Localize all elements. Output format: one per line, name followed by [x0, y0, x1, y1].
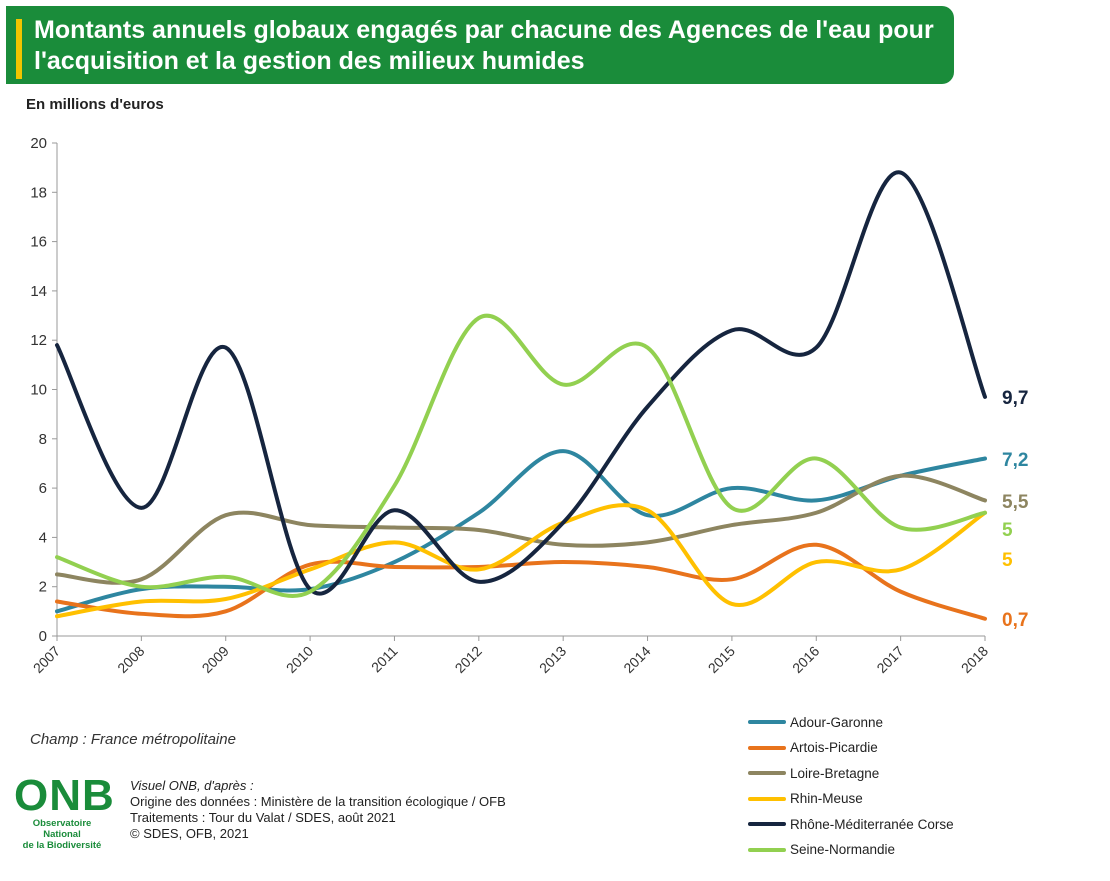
- legend-swatch: [748, 771, 786, 775]
- footer-panel: [0, 766, 592, 866]
- y-tick-label: 20: [30, 135, 47, 152]
- logo-sub-line2: de la Biodiversité: [22, 840, 102, 851]
- scope-note: Champ : France métropolitaine: [30, 731, 236, 748]
- title-accent-bar: [16, 19, 22, 79]
- end-value-label: 9,7: [1002, 388, 1028, 409]
- series-line-3: [55, 503, 987, 619]
- unit-label: En millions d'euros: [26, 96, 164, 113]
- legend-swatch: [748, 745, 786, 750]
- legend-swatch: [748, 720, 786, 724]
- x-tick-label: 2017: [873, 643, 906, 676]
- legend-item: Loire-Bretagne: [748, 763, 879, 783]
- x-tick-label: 2016: [789, 643, 822, 676]
- legend-label: Seine-Normandie: [790, 842, 896, 857]
- y-tick-label: 6: [39, 480, 47, 497]
- y-tick-label: 2: [39, 579, 47, 596]
- end-value-label: 5: [1002, 520, 1013, 541]
- chart-title: Montants annuels globaux engagés par cha…: [34, 16, 934, 75]
- legend-item: Rhône-Méditerranée Corse: [748, 814, 954, 834]
- legend-label: Rhin-Meuse: [790, 791, 863, 806]
- y-tick-label: 12: [30, 332, 47, 349]
- source-line-1: Visuel ONB, d'après :: [130, 778, 254, 793]
- legend-label: Adour-Garonne: [790, 714, 884, 730]
- legend-swatch: [748, 796, 786, 801]
- line-chart: 0 2 4 6 8 10 12 14 16 18 20 2007 2008 2009 2010 2011 201…: [30, 135, 1029, 676]
- y-tick-label: 16: [30, 234, 47, 251]
- x-tick-label: 2015: [705, 643, 738, 676]
- legend-item: Rhin-Meuse: [748, 789, 863, 809]
- x-tick-label: 2009: [199, 643, 232, 676]
- legend-swatch: [748, 847, 786, 852]
- x-tick-label: 2007: [30, 643, 63, 676]
- legend-item: Artois-Picardie: [748, 738, 878, 758]
- x-tick-label: 2011: [368, 643, 401, 676]
- series-line-5: [55, 313, 987, 598]
- series-line-4: [55, 170, 987, 596]
- legend-item: Adour-Garonne: [748, 712, 883, 732]
- x-tick-label: 2013: [536, 643, 569, 676]
- title-banner: Montants annuels globaux engagés par cha…: [6, 6, 954, 84]
- y-tick-label: 18: [30, 184, 47, 201]
- x-tick-label: 2018: [958, 643, 991, 676]
- end-value-label: 5: [1002, 550, 1013, 571]
- legend: Adour-Garonne Artois-Picardie Loire-Bretag…: [740, 708, 984, 860]
- source-line-2: Origine des données : Ministère de la tr…: [130, 794, 506, 809]
- y-tick-label: 8: [39, 431, 47, 448]
- logo-main-text: ONB: [14, 771, 115, 820]
- y-tick-label: 14: [30, 283, 47, 300]
- onb-logo: ONB Observatoire National de la Biodiver…: [14, 771, 115, 852]
- end-value-label: 5,5: [1002, 492, 1029, 513]
- source-line-3: Traitements : Tour du Valat / SDES, août…: [130, 810, 396, 825]
- legend-item: Seine-Normandie: [748, 840, 895, 860]
- legend-label: Loire-Bretagne: [790, 765, 880, 781]
- end-value-label: 0,7: [1002, 610, 1028, 631]
- x-tick-label: 2008: [114, 643, 147, 676]
- source-block: Visuel ONB, d'après : Origine des donnée…: [130, 778, 506, 842]
- y-tick-label: 4: [39, 529, 47, 546]
- series-line-2: [55, 473, 987, 585]
- y-tick-label: 10: [30, 382, 47, 399]
- legend-label: Rhône-Méditerranée Corse: [790, 816, 954, 832]
- x-tick-label: 2012: [452, 643, 485, 676]
- y-tick-label: 0: [39, 628, 47, 645]
- series-line-0: [55, 449, 987, 614]
- legend-swatch: [748, 822, 786, 826]
- x-tick-label: 2014: [620, 643, 653, 676]
- source-line-4: © SDES, OFB, 2021: [130, 826, 249, 841]
- end-value-label: 7,2: [1002, 450, 1028, 471]
- legend-label: Artois-Picardie: [790, 740, 878, 755]
- x-tick-label: 2010: [283, 643, 316, 676]
- logo-sub-line1: Observatoire National: [32, 818, 92, 840]
